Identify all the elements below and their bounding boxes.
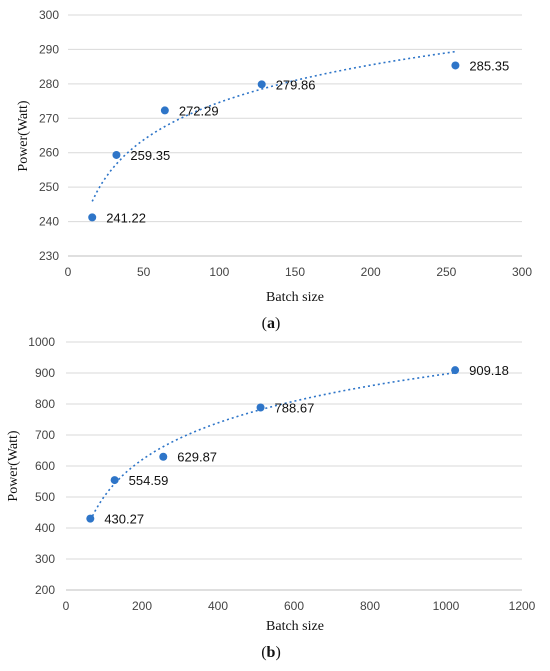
y-tick-label: 260 [39, 146, 59, 160]
data-point [112, 150, 121, 159]
points-b [86, 366, 460, 523]
x-tick-label: 400 [208, 599, 228, 613]
chart-panel-a: 230 240 250 260 270 280 290 300 0 50 100 150 200 250… [16, 8, 532, 332]
data-label: 629.87 [177, 450, 217, 465]
chart-panel-b: 200 300 400 500 600 700 800 900 1000 0 200 400 600 8… [6, 335, 536, 661]
points-a [88, 61, 460, 222]
x-tick-label: 50 [137, 265, 151, 279]
data-point [160, 106, 169, 115]
x-tick-label: 0 [63, 599, 70, 613]
data-point [110, 476, 119, 485]
y-tick-label: 500 [35, 490, 55, 504]
grid-a [68, 14, 522, 257]
data-point [86, 514, 95, 523]
y-tick-label: 900 [35, 366, 55, 380]
data-label: 241.22 [106, 210, 146, 225]
data-point [88, 213, 97, 222]
data-label: 909.18 [469, 363, 509, 378]
data-point [451, 61, 460, 70]
y-tick-label: 240 [39, 215, 59, 229]
y-ticks-b: 200 300 400 500 600 700 800 900 1000 [28, 335, 55, 597]
data-point [256, 403, 265, 412]
y-axis-label-b: Power(Watt) [6, 430, 21, 502]
data-label: 272.29 [179, 103, 219, 118]
y-tick-label: 600 [35, 459, 55, 473]
data-labels-a: 241.22 259.35 272.29 279.86 285.35 [106, 58, 509, 225]
y-tick-label: 300 [39, 8, 59, 22]
x-tick-label: 200 [361, 265, 381, 279]
y-tick-label: 700 [35, 428, 55, 442]
y-tick-label: 230 [39, 249, 59, 263]
y-tick-label: 280 [39, 77, 59, 91]
y-tick-label: 270 [39, 111, 59, 125]
y-tick-label: 800 [35, 397, 55, 411]
panel-letter-a: a [267, 315, 275, 332]
x-tick-label: 300 [512, 265, 532, 279]
data-label: 279.86 [276, 77, 316, 92]
y-tick-label: 400 [35, 521, 55, 535]
y-tick-label: 250 [39, 180, 59, 194]
y-tick-label: 290 [39, 42, 59, 56]
x-tick-label: 150 [285, 265, 305, 279]
data-label: 788.67 [275, 401, 315, 416]
x-tick-label: 100 [209, 265, 229, 279]
y-tick-label: 200 [35, 583, 55, 597]
panel-label-a: (a) [262, 315, 281, 332]
x-tick-label: 1200 [509, 599, 536, 613]
y-tick-label: 300 [35, 552, 55, 566]
data-label: 259.35 [130, 148, 170, 163]
x-tick-label: 200 [132, 599, 152, 613]
y-ticks-a: 230 240 250 260 270 280 290 300 [39, 8, 59, 263]
x-tick-label: 600 [284, 599, 304, 613]
data-point [159, 452, 168, 461]
data-label: 285.35 [469, 58, 509, 73]
plot-area-a [68, 15, 522, 256]
x-tick-label: 0 [65, 265, 72, 279]
x-tick-label: 800 [360, 599, 380, 613]
data-label: 430.27 [104, 512, 144, 527]
panel-letter-b: b [267, 644, 276, 661]
panel-label-b: (b) [261, 644, 281, 661]
grid-b [66, 341, 522, 591]
x-tick-label: 1000 [433, 599, 460, 613]
trendline-a [91, 50, 456, 202]
data-label: 554.59 [129, 473, 169, 488]
x-axis-label-b: Batch size [266, 619, 324, 634]
data-point [451, 366, 460, 375]
y-tick-label: 1000 [28, 335, 55, 349]
x-tick-label: 250 [436, 265, 456, 279]
data-labels-b: 430.27 554.59 629.87 788.67 909.18 [104, 363, 509, 526]
x-axis-label-a: Batch size [266, 290, 324, 305]
trendline-b [89, 371, 456, 521]
x-ticks-b: 0 200 400 600 800 1000 1200 [63, 599, 536, 613]
y-axis-label-a: Power(Watt) [16, 100, 31, 172]
data-point [257, 80, 266, 89]
x-ticks-a: 0 50 100 150 200 250 300 [65, 265, 533, 279]
